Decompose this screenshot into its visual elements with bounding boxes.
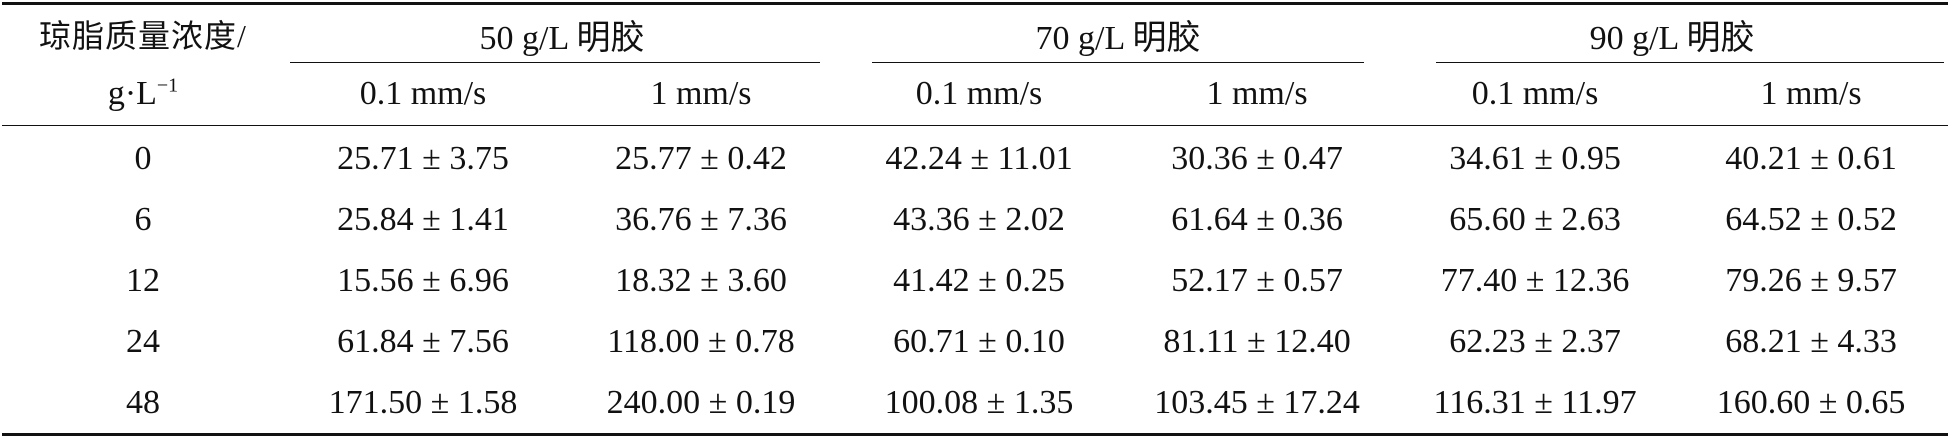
value-cell: 100.08 ± 1.35 [884, 383, 1074, 421]
value-cell: 171.50 ± 1.58 [328, 383, 518, 421]
value-cell: 81.11 ± 12.40 [1163, 322, 1351, 360]
value-cell: 43.36 ± 2.02 [893, 200, 1065, 238]
header-row-speeds: g·L−1 0.1 mm/s 1 mm/s 0.1 mm/s 1 mm/s 0.… [2, 63, 1949, 126]
unit-exponent: −1 [156, 74, 179, 97]
value-cell: 160.60 ± 0.65 [1716, 383, 1906, 421]
value-cell: 61.64 ± 0.36 [1171, 200, 1343, 238]
concentration-cell: 48 [126, 383, 160, 421]
concentration-label: 琼脂质量浓度/ [39, 18, 247, 54]
value-cell: 79.26 ± 9.57 [1725, 261, 1897, 299]
value-cell: 25.71 ± 3.75 [337, 139, 509, 177]
concentration-cell: 6 [134, 200, 152, 238]
group-label: 50 g/L 明胶 [479, 19, 645, 57]
speed-header: 1 mm/s [1674, 63, 1949, 126]
unit-header: g·L−1 [2, 63, 284, 126]
group-underline [872, 62, 1365, 63]
value-cell: 18.32 ± 3.60 [615, 261, 787, 299]
table-row: 6 25.84 ± 1.41 36.76 ± 7.36 43.36 ± 2.02… [2, 189, 1948, 250]
value-cell: 116.31 ± 11.97 [1433, 383, 1637, 421]
group-header-90: 90 g/L 明胶 [1396, 4, 1948, 63]
value-cell: 36.76 ± 7.36 [615, 200, 787, 238]
speed-header: 1 mm/s [1118, 63, 1397, 126]
value-cell: 64.52 ± 0.52 [1725, 200, 1897, 238]
speed-header: 0.1 mm/s [284, 63, 562, 126]
value-cell: 52.17 ± 0.57 [1171, 261, 1343, 299]
concentration-cell: 24 [126, 322, 160, 360]
value-cell: 77.40 ± 12.36 [1440, 261, 1630, 299]
group-underline [290, 62, 821, 63]
value-cell: 103.45 ± 17.24 [1154, 383, 1360, 421]
group-underline [1436, 62, 1945, 63]
value-cell: 42.24 ± 11.01 [885, 139, 1073, 177]
value-cell: 34.61 ± 0.95 [1449, 139, 1621, 177]
table-row: 48 171.50 ± 1.58 240.00 ± 0.19 100.08 ± … [2, 372, 1948, 435]
table-row: 12 15.56 ± 6.96 18.32 ± 3.60 41.42 ± 0.2… [2, 250, 1948, 311]
unit-label: g·L [107, 75, 157, 112]
value-cell: 30.36 ± 0.47 [1171, 139, 1343, 177]
speed-header: 0.1 mm/s [1396, 63, 1675, 126]
speed-header: 0.1 mm/s [840, 63, 1119, 126]
speed-header: 1 mm/s [562, 63, 841, 126]
value-cell: 40.21 ± 0.61 [1725, 139, 1897, 177]
concentration-cell: 0 [134, 139, 152, 177]
table-row: 24 61.84 ± 7.56 118.00 ± 0.78 60.71 ± 0.… [2, 311, 1948, 372]
value-cell: 240.00 ± 0.19 [606, 383, 796, 421]
group-header-70: 70 g/L 明胶 [840, 4, 1396, 63]
value-cell: 118.00 ± 0.78 [607, 322, 795, 360]
value-cell: 65.60 ± 2.63 [1449, 200, 1621, 238]
value-cell: 41.42 ± 0.25 [893, 261, 1065, 299]
concentration-header: 琼脂质量浓度/ [2, 4, 284, 64]
value-cell: 68.21 ± 4.33 [1725, 322, 1897, 360]
value-cell: 61.84 ± 7.56 [337, 322, 509, 360]
group-header-50: 50 g/L 明胶 [284, 4, 840, 63]
value-cell: 62.23 ± 2.37 [1449, 322, 1621, 360]
group-label: 70 g/L 明胶 [1035, 19, 1201, 57]
table-row: 0 25.71 ± 3.75 25.77 ± 0.42 42.24 ± 11.0… [2, 126, 1948, 190]
value-cell: 15.56 ± 6.96 [337, 261, 509, 299]
value-cell: 25.77 ± 0.42 [615, 139, 787, 177]
concentration-cell: 12 [126, 261, 160, 299]
value-cell: 60.71 ± 0.10 [893, 322, 1065, 360]
value-cell: 25.84 ± 1.41 [337, 200, 509, 238]
header-row-groups: 琼脂质量浓度/ 50 g/L 明胶 70 g/L 明胶 90 g/L 明胶 [2, 4, 1948, 64]
group-label: 90 g/L 明胶 [1589, 19, 1755, 57]
